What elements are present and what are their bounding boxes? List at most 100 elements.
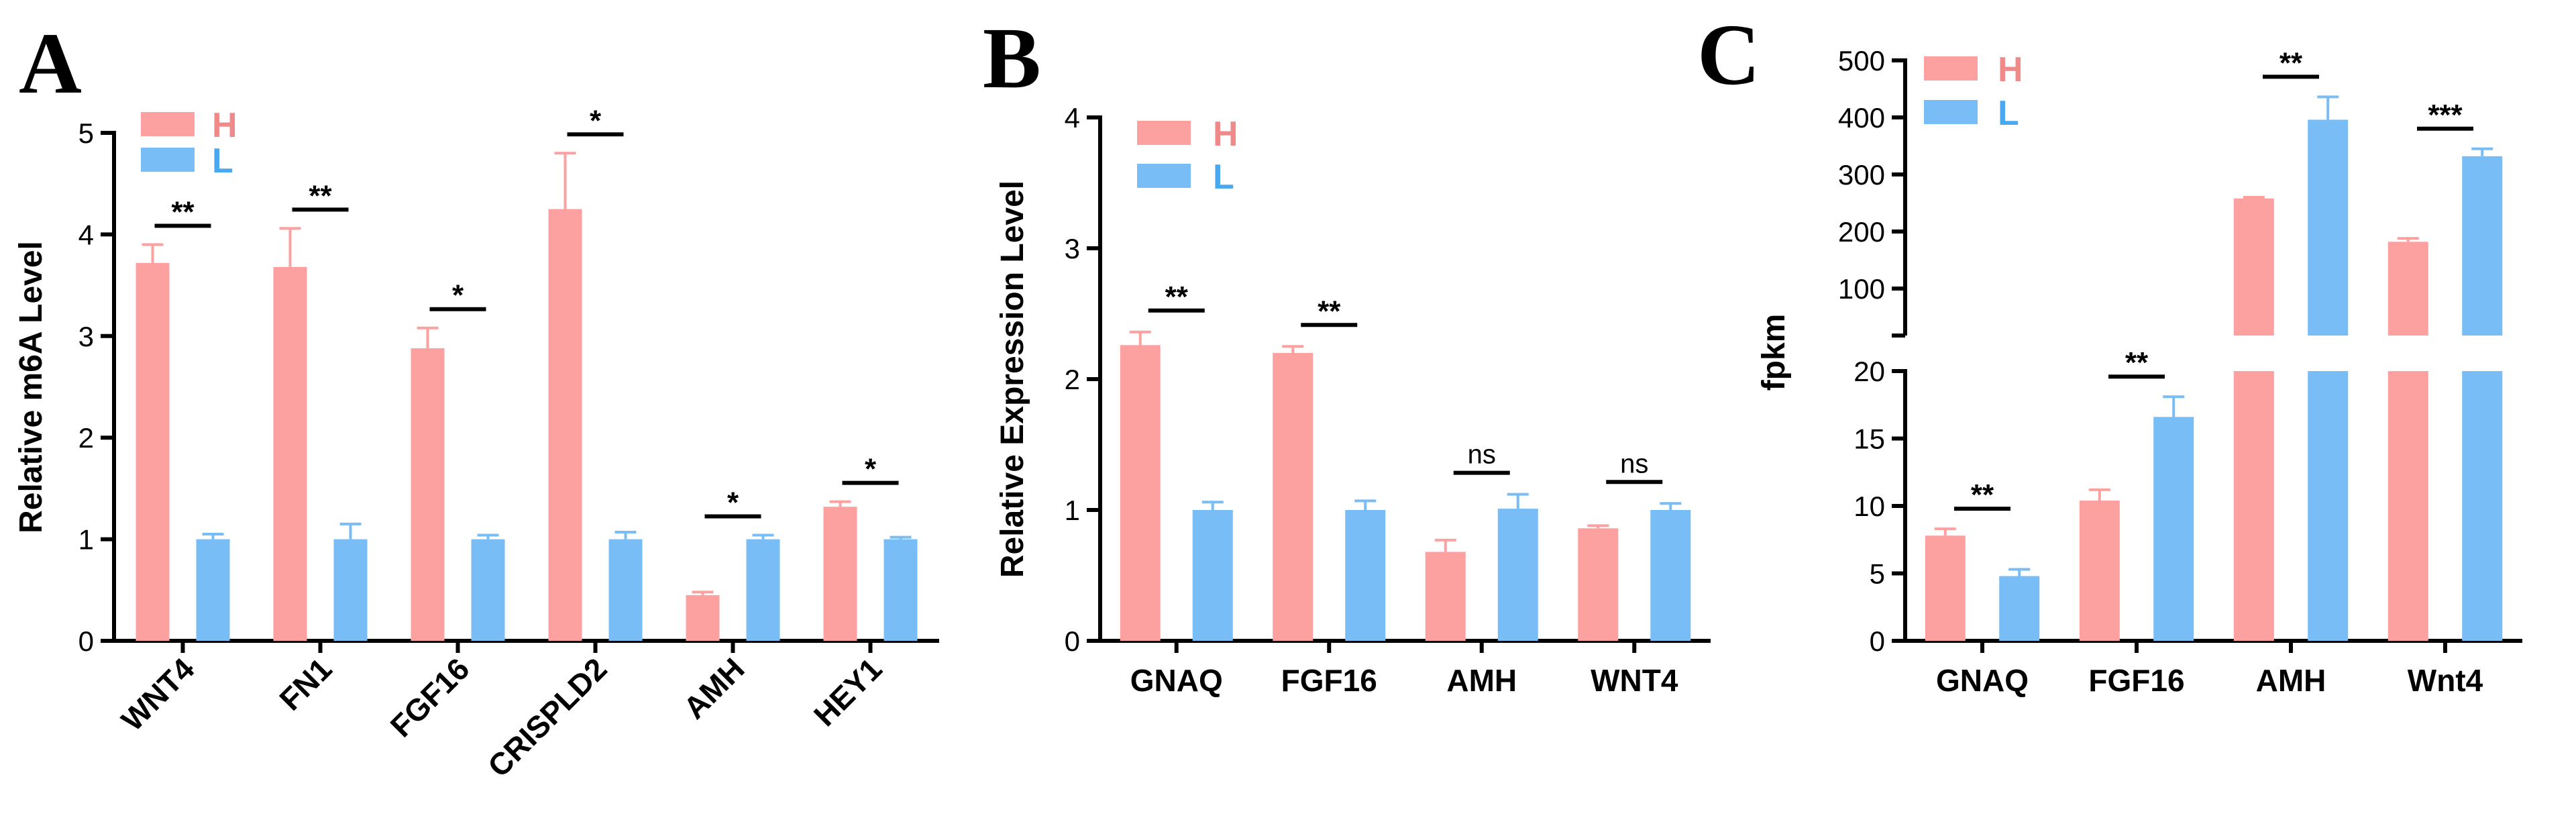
b-x-tick-label: FGF16: [1281, 663, 1377, 698]
b-legend-h-swatch: [1137, 121, 1191, 145]
c-bar-h-fgf16: [2079, 500, 2120, 641]
a-y-axis-label: Relative m6A Level: [13, 241, 49, 533]
c-bar-h-amh-lower: [2233, 371, 2274, 641]
a-y-tick-label: 2: [78, 422, 94, 454]
c-bar-l-amh-upper: [2308, 119, 2349, 336]
a-x-tick-label: FGF16: [384, 651, 476, 744]
b-y-tick-label: 4: [1065, 102, 1080, 134]
a-x-tick-label: AMH: [677, 651, 751, 725]
b-x-tick-label: GNAQ: [1130, 663, 1223, 698]
c-x-tick-label: AMH: [2256, 663, 2326, 698]
b-sig-label: ns: [1620, 449, 1648, 478]
a-x-tick-label: FN1: [272, 651, 338, 717]
a-x-tick-label: HEY1: [807, 651, 889, 733]
c-y-tick-label: 5: [1870, 558, 1885, 590]
c-sig-label: ***: [2428, 99, 2463, 132]
b-bar-l-fgf16: [1345, 510, 1386, 641]
b-legend-l-swatch: [1137, 164, 1191, 188]
c-legend-h-swatch: [1924, 56, 1978, 81]
a-bar-l-hey1: [883, 539, 918, 641]
a-legend-l-swatch: [141, 148, 195, 172]
c-bar-h-gnaq: [1925, 535, 1966, 641]
a-sig-label: **: [171, 196, 195, 229]
c-x-tick-label: Wnt4: [2408, 663, 2483, 698]
a-bar-h-fn1: [273, 266, 307, 641]
a-sig-label: *: [727, 486, 739, 519]
c-sig-label: **: [1971, 478, 1994, 511]
c-y-tick-label: 20: [1854, 356, 1885, 387]
c-bar-l-amh-lower: [2308, 371, 2349, 641]
a-sig-label: *: [452, 279, 464, 312]
b-legend-l-label: L: [1213, 158, 1234, 197]
b-bar-h-gnaq: [1120, 345, 1161, 641]
a-sig-label: *: [865, 453, 877, 486]
a-x-tick-label: WNT4: [115, 651, 201, 737]
a-bar-l-fn1: [333, 539, 368, 641]
b-bar-l-amh: [1497, 509, 1538, 641]
c-sig-label: **: [2279, 46, 2303, 79]
b-sig-label: ns: [1468, 440, 1496, 470]
a-bar-h-fgf16: [411, 348, 445, 641]
panel-c: C 0 5 10 15 20 100 200 300 400 500 fpkm GNAQ ** FGF16…: [1697, 7, 2522, 698]
b-y-tick-label: 1: [1065, 495, 1080, 526]
a-bar-h-amh: [686, 595, 720, 641]
a-bar-l-crispld2: [608, 539, 643, 641]
c-y-tick-label: 0: [1870, 625, 1885, 657]
a-sig-label: **: [309, 179, 332, 212]
a-sig-label: *: [590, 104, 602, 137]
a-y-tick-label: 3: [78, 321, 94, 352]
c-y-axis-label: fpkm: [1756, 314, 1792, 391]
c-bar-l-wnt4-lower: [2462, 371, 2503, 641]
c-x-tick-label: GNAQ: [1936, 663, 2029, 698]
b-bar-h-fgf16: [1273, 353, 1313, 641]
c-legend-l-label: L: [1998, 94, 2019, 133]
c-y-tick-label: 100: [1838, 273, 1885, 305]
b-x-tick-label: AMH: [1446, 663, 1517, 698]
b-y-tick-label: 3: [1065, 233, 1080, 264]
a-legend-h-swatch: [141, 112, 195, 136]
panel-letter-b: B: [983, 10, 1041, 107]
b-bar-l-wnt4: [1650, 510, 1691, 641]
a-legend-h-label: H: [212, 106, 237, 145]
a-bar-l-amh: [746, 539, 780, 641]
c-bar-l-wnt4-upper: [2462, 156, 2503, 336]
c-y-tick-label: 15: [1854, 423, 1885, 455]
panel-letter-a: A: [19, 15, 82, 112]
a-bar-l-fgf16: [471, 539, 505, 641]
b-legend-h-label: H: [1213, 115, 1238, 154]
b-sig-label: **: [1318, 295, 1341, 327]
c-bar-h-amh-upper: [2233, 198, 2274, 336]
c-bar-l-fgf16: [2153, 417, 2194, 641]
a-bar-l-wnt4: [196, 539, 230, 641]
c-sig-label: **: [2125, 346, 2149, 379]
c-bar-h-wnt4-upper: [2387, 242, 2428, 336]
b-bar-h-amh: [1425, 552, 1466, 641]
a-y-tick-label: 0: [78, 625, 94, 657]
c-bar-h-wnt4-lower: [2387, 371, 2428, 641]
c-y-tick-label: 400: [1838, 102, 1885, 134]
c-y-tick-label: 500: [1838, 45, 1885, 76]
a-bar-h-hey1: [823, 507, 857, 641]
b-y-tick-label: 0: [1065, 625, 1080, 657]
a-y-tick-label: 5: [78, 117, 94, 149]
c-x-tick-label: FGF16: [2088, 663, 2184, 698]
c-legend-l-swatch: [1924, 100, 1978, 124]
c-y-tick-label: 300: [1838, 159, 1885, 191]
a-y-tick-label: 4: [78, 219, 94, 250]
b-y-tick-label: 2: [1065, 364, 1080, 395]
a-bar-h-crispld2: [548, 209, 582, 641]
b-sig-label: **: [1165, 280, 1189, 313]
b-x-tick-label: WNT4: [1591, 663, 1678, 698]
panel-letter-c: C: [1697, 7, 1760, 103]
a-bar-h-wnt4: [136, 262, 170, 641]
a-y-tick-label: 1: [78, 524, 94, 556]
a-x-tick-label: CRISPLD2: [481, 651, 614, 784]
a-legend-l-label: L: [212, 142, 233, 181]
panel-b: B 0 1 2 3 4 Relative Expression Level GNAQ ** FG…: [983, 10, 1711, 698]
b-bar-l-gnaq: [1192, 510, 1233, 641]
c-legend-h-label: H: [1998, 50, 2023, 89]
c-y-tick-label: 200: [1838, 216, 1885, 248]
b-bar-h-wnt4: [1578, 528, 1619, 641]
